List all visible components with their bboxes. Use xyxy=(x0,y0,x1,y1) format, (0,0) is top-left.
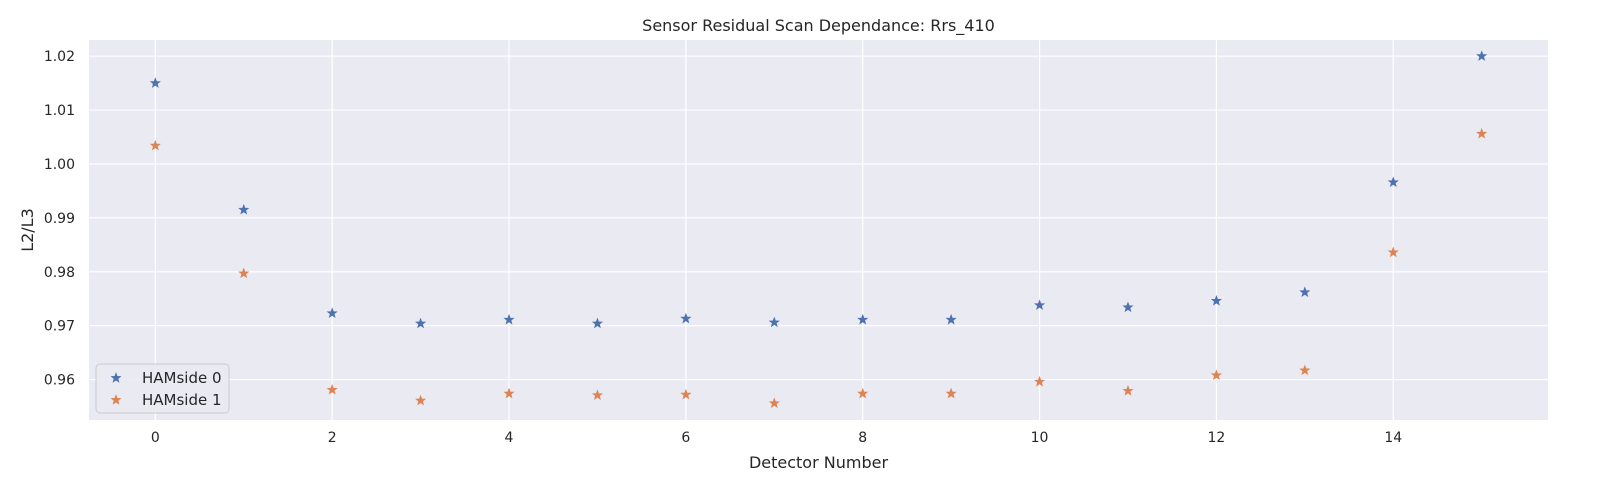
y-tick-label: 0.99 xyxy=(44,211,75,227)
legend-marker-series-1 xyxy=(110,394,122,405)
legend-box xyxy=(95,363,230,414)
x-tick-label: 8 xyxy=(858,430,867,446)
data-point-series-1 xyxy=(857,387,869,399)
data-point-series-1 xyxy=(326,383,338,395)
data-point-series-0 xyxy=(945,313,957,325)
data-point-series-0 xyxy=(149,77,161,88)
data-point-series-0 xyxy=(857,313,869,325)
legend-label-series-1: HAMside 1 xyxy=(142,391,222,409)
data-point-series-1 xyxy=(945,387,957,399)
x-axis-label: Detector Number xyxy=(749,453,889,472)
data-point-series-0 xyxy=(768,316,780,328)
y-tick-label: 1.01 xyxy=(44,103,75,119)
data-point-series-0 xyxy=(1122,301,1134,313)
y-axis-label: L2/L3 xyxy=(18,208,37,252)
legend-items: HAMside 0 HAMside 1 xyxy=(110,369,222,409)
data-point-series-0 xyxy=(680,312,692,324)
data-point-series-0 xyxy=(1476,50,1488,61)
data-point-series-1 xyxy=(1387,246,1399,258)
y-tick-label: 0.96 xyxy=(44,373,75,389)
data-point-series-1 xyxy=(503,387,515,399)
x-tick-label: 0 xyxy=(151,430,160,446)
data-point-series-0 xyxy=(503,313,515,325)
x-tick-label: 14 xyxy=(1384,430,1402,446)
data-point-series-1 xyxy=(415,394,427,406)
data-point-series-1 xyxy=(149,139,161,151)
data-point-series-0 xyxy=(591,317,604,329)
data-point-series-0 xyxy=(1210,295,1222,306)
data-point-series-1 xyxy=(1299,364,1311,376)
legend-label-series-0: HAMside 0 xyxy=(142,369,222,387)
grid-layer xyxy=(89,40,1548,420)
data-point-series-1 xyxy=(591,389,604,400)
data-point-series-0 xyxy=(238,203,250,215)
data-point-series-0 xyxy=(415,317,427,329)
legend: HAMside 0 HAMside 1 xyxy=(95,363,230,414)
y-tick-label: 0.97 xyxy=(44,319,75,335)
chart-title: Sensor Residual Scan Dependance: Rrs_410 xyxy=(642,16,995,36)
data-point-series-1 xyxy=(680,388,692,400)
x-tick-label: 2 xyxy=(328,430,337,446)
data-point-series-1 xyxy=(1033,375,1046,387)
data-point-series-0 xyxy=(1033,299,1046,310)
y-tick-labels: 0.96 0.97 0.98 0.99 1.00 1.01 1.02 xyxy=(44,49,75,388)
data-point-series-1 xyxy=(238,267,250,279)
x-tick-label: 6 xyxy=(681,430,690,446)
y-tick-label: 0.98 xyxy=(44,265,75,281)
y-tick-label: 1.00 xyxy=(44,157,75,173)
plot-background xyxy=(89,40,1548,420)
legend-marker-series-0 xyxy=(110,372,122,383)
data-point-series-0 xyxy=(1299,286,1311,297)
x-tick-label: 4 xyxy=(505,430,514,446)
x-tick-label: 10 xyxy=(1031,430,1049,446)
x-tick-labels: 0 2 4 6 8 10 12 14 xyxy=(151,430,1402,446)
data-point-series-1 xyxy=(1476,127,1488,139)
data-point-series-0 xyxy=(1387,176,1399,188)
data-points xyxy=(149,50,1488,409)
data-point-series-0 xyxy=(326,307,338,319)
y-tick-label: 1.02 xyxy=(44,49,75,65)
data-point-series-1 xyxy=(1122,385,1134,396)
x-tick-label: 12 xyxy=(1207,430,1225,446)
data-point-series-1 xyxy=(768,397,780,409)
data-point-series-1 xyxy=(1210,369,1222,381)
